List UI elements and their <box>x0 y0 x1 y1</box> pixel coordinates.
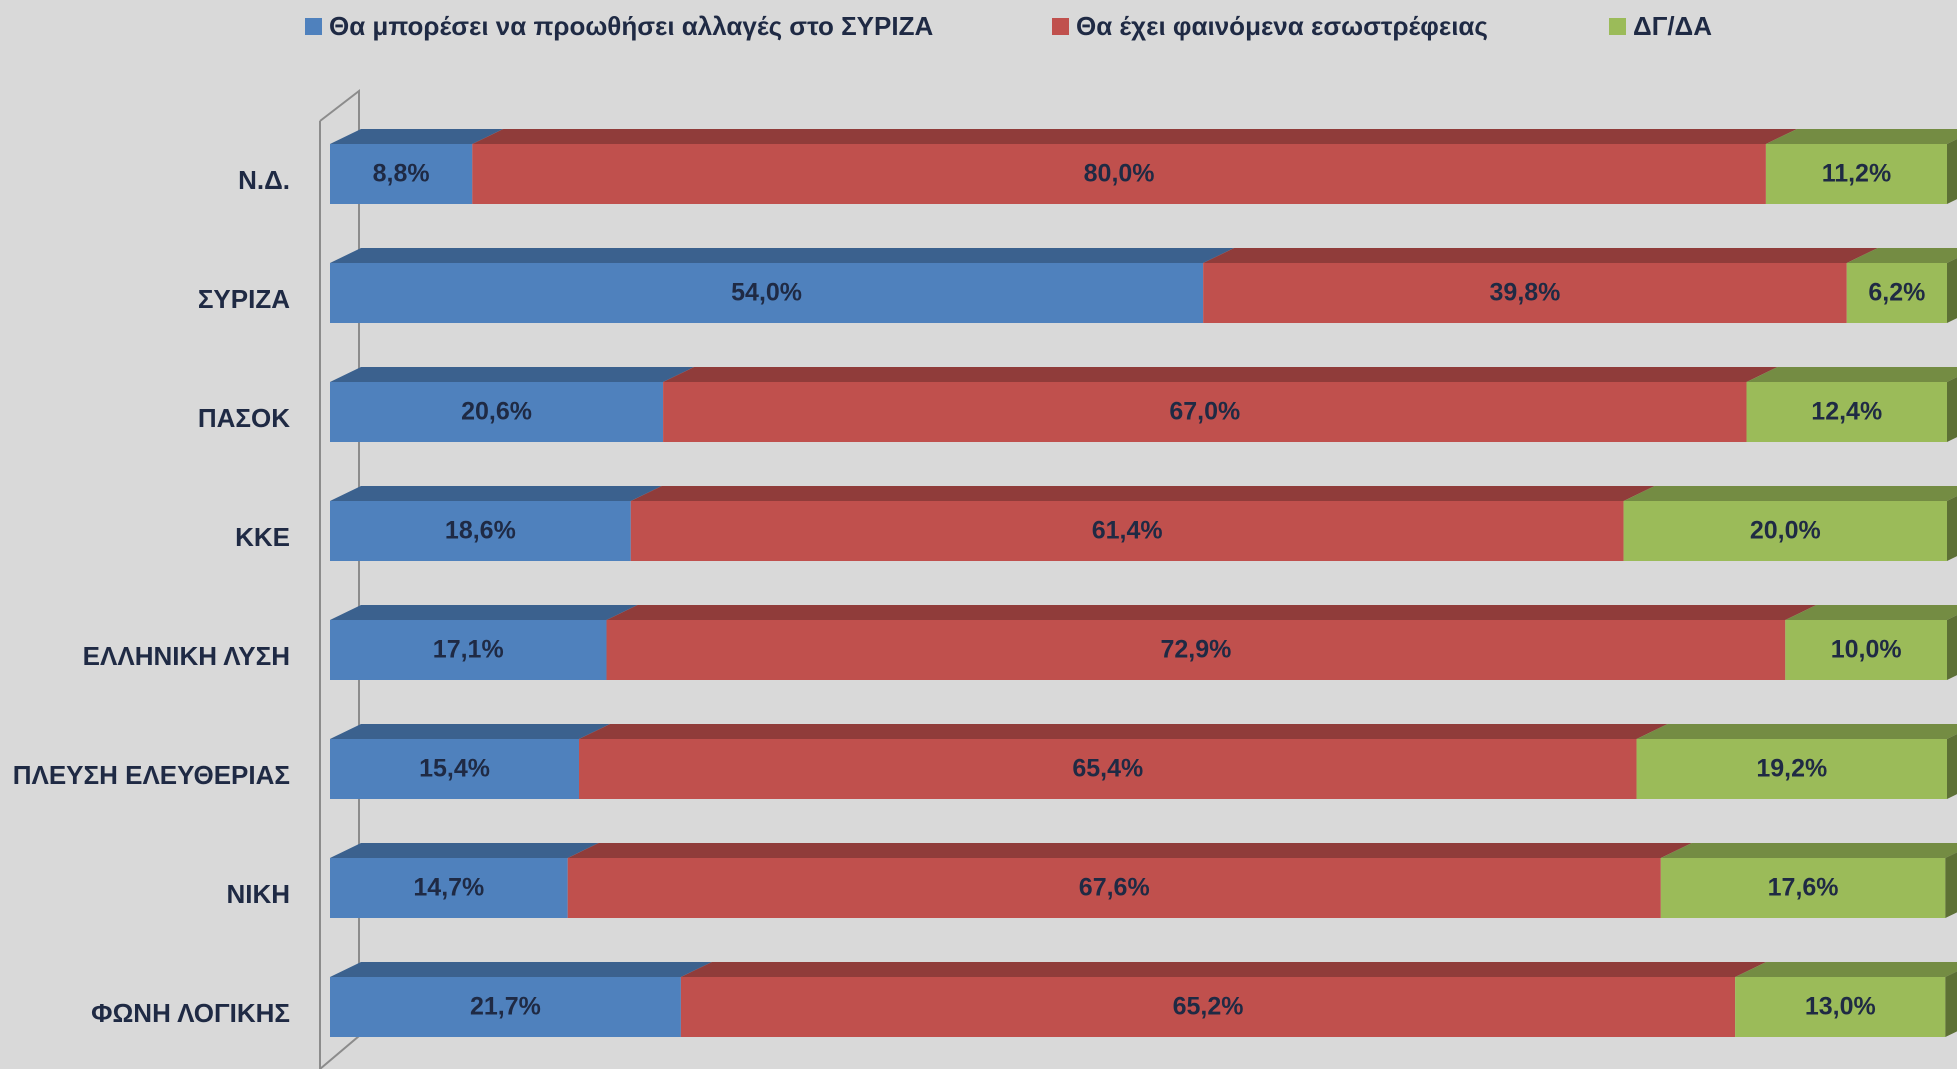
bar <box>1746 382 1947 442</box>
bar <box>567 858 1661 918</box>
bar-top <box>330 724 611 739</box>
value-label: 17,6% <box>1768 874 1839 902</box>
bar <box>663 382 1747 442</box>
legend-label: Θα μπορέσει να προωθήσει αλλαγές στο ΣΥΡ… <box>329 11 933 41</box>
bar-top <box>330 129 504 144</box>
bar <box>472 144 1766 204</box>
bar <box>1623 501 1947 561</box>
category-label: ΕΛΛΗΝΙΚΗ ΛΥΣΗ <box>83 641 290 671</box>
bar <box>1660 858 1946 918</box>
value-label: 21,7% <box>470 993 541 1021</box>
value-label: 18,6% <box>445 517 516 545</box>
value-label: 54,0% <box>731 279 802 307</box>
value-label: 72,9% <box>1160 636 1231 664</box>
category-label: ΣΥΡΙΖΑ <box>198 284 290 314</box>
bar-end <box>1947 615 1957 680</box>
bar <box>1846 263 1947 323</box>
bar <box>1785 620 1947 680</box>
bar <box>330 144 473 204</box>
bar-end <box>1947 258 1957 323</box>
bar-end <box>1945 852 1957 918</box>
legend-swatch <box>305 18 322 35</box>
value-label: 39,8% <box>1490 279 1561 307</box>
value-label: 15,4% <box>419 755 490 783</box>
bar <box>1636 739 1947 799</box>
value-label: 67,6% <box>1079 874 1150 902</box>
bar <box>579 739 1637 799</box>
bar <box>1765 144 1947 204</box>
category-label: ΦΩΝΗ ΛΟΓΙΚΗΣ <box>91 998 290 1028</box>
value-label: 13,0% <box>1805 993 1876 1021</box>
legend-swatch <box>1609 18 1626 35</box>
bar-top <box>1785 605 1957 620</box>
bar-top <box>1623 486 1957 501</box>
bar-top <box>1636 724 1957 739</box>
value-label: 20,0% <box>1750 517 1821 545</box>
bar-top <box>579 724 1668 739</box>
bar-top <box>1735 962 1957 977</box>
bar <box>680 977 1736 1037</box>
bar-end <box>1947 496 1957 561</box>
bar <box>330 263 1204 323</box>
bar-top <box>680 962 1767 977</box>
bar-top <box>330 486 662 501</box>
bar-top <box>630 486 1655 501</box>
value-label: 61,4% <box>1092 517 1163 545</box>
bar <box>606 620 1786 680</box>
bar-top <box>330 248 1235 263</box>
bar-end <box>1947 734 1957 799</box>
category-label: ΠΑΣΟΚ <box>198 403 290 433</box>
value-label: 65,4% <box>1072 755 1143 783</box>
bar-top <box>1660 843 1957 858</box>
bar <box>330 382 664 442</box>
legend-label: ΔΓ/ΔΑ <box>1633 11 1712 41</box>
legend-swatch <box>1052 18 1069 35</box>
bar-top <box>663 367 1778 382</box>
value-label: 65,2% <box>1173 993 1244 1021</box>
value-label: 8,8% <box>373 160 430 188</box>
wall-outline <box>319 88 360 1069</box>
bar-end <box>1947 139 1957 204</box>
bar <box>330 739 580 799</box>
bar-top <box>472 129 1797 144</box>
bar <box>330 501 631 561</box>
value-label: 17,1% <box>433 636 504 664</box>
bar-top <box>330 843 599 858</box>
bar <box>1735 977 1946 1037</box>
category-label: ΚΚΕ <box>235 522 290 552</box>
bar-top <box>606 605 1817 620</box>
side-wall <box>319 88 360 1069</box>
bar-top <box>1765 129 1957 144</box>
bar-top <box>330 962 712 977</box>
bar-top <box>330 605 638 620</box>
legend-label: Θα έχει φαινόμενα εσωστρέφειας <box>1076 11 1488 41</box>
value-label: 11,2% <box>1822 160 1892 188</box>
bar-end <box>1945 971 1957 1037</box>
category-label: ΠΛΕΥΣΗ ΕΛΕΥΘΕΡΙΑΣ <box>13 760 290 790</box>
value-label: 67,0% <box>1169 398 1240 426</box>
bar <box>1203 263 1847 323</box>
value-label: 10,0% <box>1831 636 1902 664</box>
bar-top <box>1746 367 1957 382</box>
value-label: 12,4% <box>1811 398 1882 426</box>
bar-end <box>1947 377 1957 442</box>
bar-top <box>1846 248 1957 263</box>
category-label: Ν.Δ. <box>238 165 290 195</box>
value-label: 19,2% <box>1756 755 1827 783</box>
bar-top <box>330 367 695 382</box>
value-label: 80,0% <box>1084 160 1155 188</box>
bar <box>330 620 607 680</box>
bar <box>630 501 1624 561</box>
bar-top <box>1203 248 1878 263</box>
bar <box>330 858 568 918</box>
bar-top <box>567 843 1692 858</box>
bar <box>330 977 681 1037</box>
value-label: 6,2% <box>1868 279 1925 307</box>
value-label: 20,6% <box>461 398 532 426</box>
category-label: ΝΙΚΗ <box>226 879 290 909</box>
value-label: 14,7% <box>413 874 484 902</box>
